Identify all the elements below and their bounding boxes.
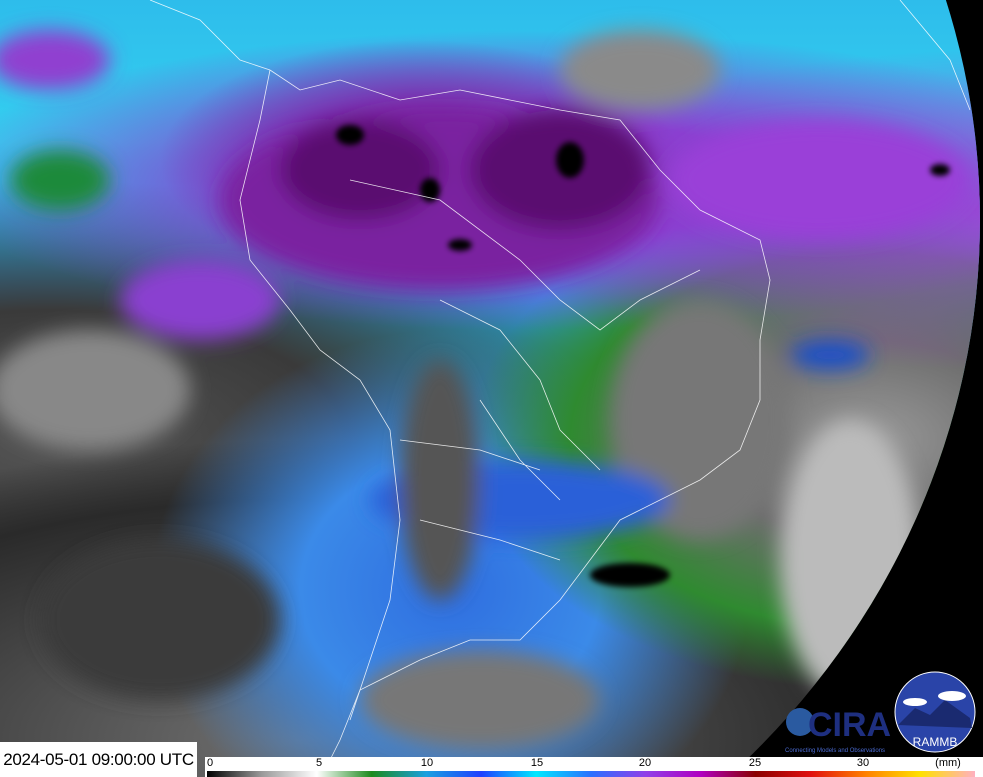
tick-label: 10 [420, 757, 434, 769]
earth-icon [786, 708, 814, 736]
svg-text:CIRA: CIRA [808, 706, 891, 744]
svg-text:RAMMB: RAMMB [913, 735, 958, 749]
tick-label: 30 [856, 757, 870, 769]
cira-logo: CIRA Connecting Models and Observations [785, 706, 891, 754]
unit-label: (mm) [935, 757, 961, 769]
country-borders [149, 0, 971, 761]
tick-label: 20 [638, 757, 652, 769]
tick-label: 5 [315, 757, 323, 769]
moisture-field [0, 30, 970, 750]
tick-label: 0 [206, 757, 214, 769]
tick-label: 15 [530, 757, 544, 769]
timestamp-label: 2024-05-01 09:00:00 UTC [0, 742, 197, 777]
tick-label: 25 [748, 757, 762, 769]
high-moisture-cores [336, 125, 950, 587]
colorbar: 0 5 10 15 20 25 30 (mm) [205, 757, 983, 777]
rammb-logo: RAMMB [894, 671, 976, 753]
colorbar-gradient [207, 771, 975, 777]
svg-text:Connecting Models and Observat: Connecting Models and Observations [785, 748, 885, 754]
logos: CIRA Connecting Models and Observations … [780, 670, 983, 755]
